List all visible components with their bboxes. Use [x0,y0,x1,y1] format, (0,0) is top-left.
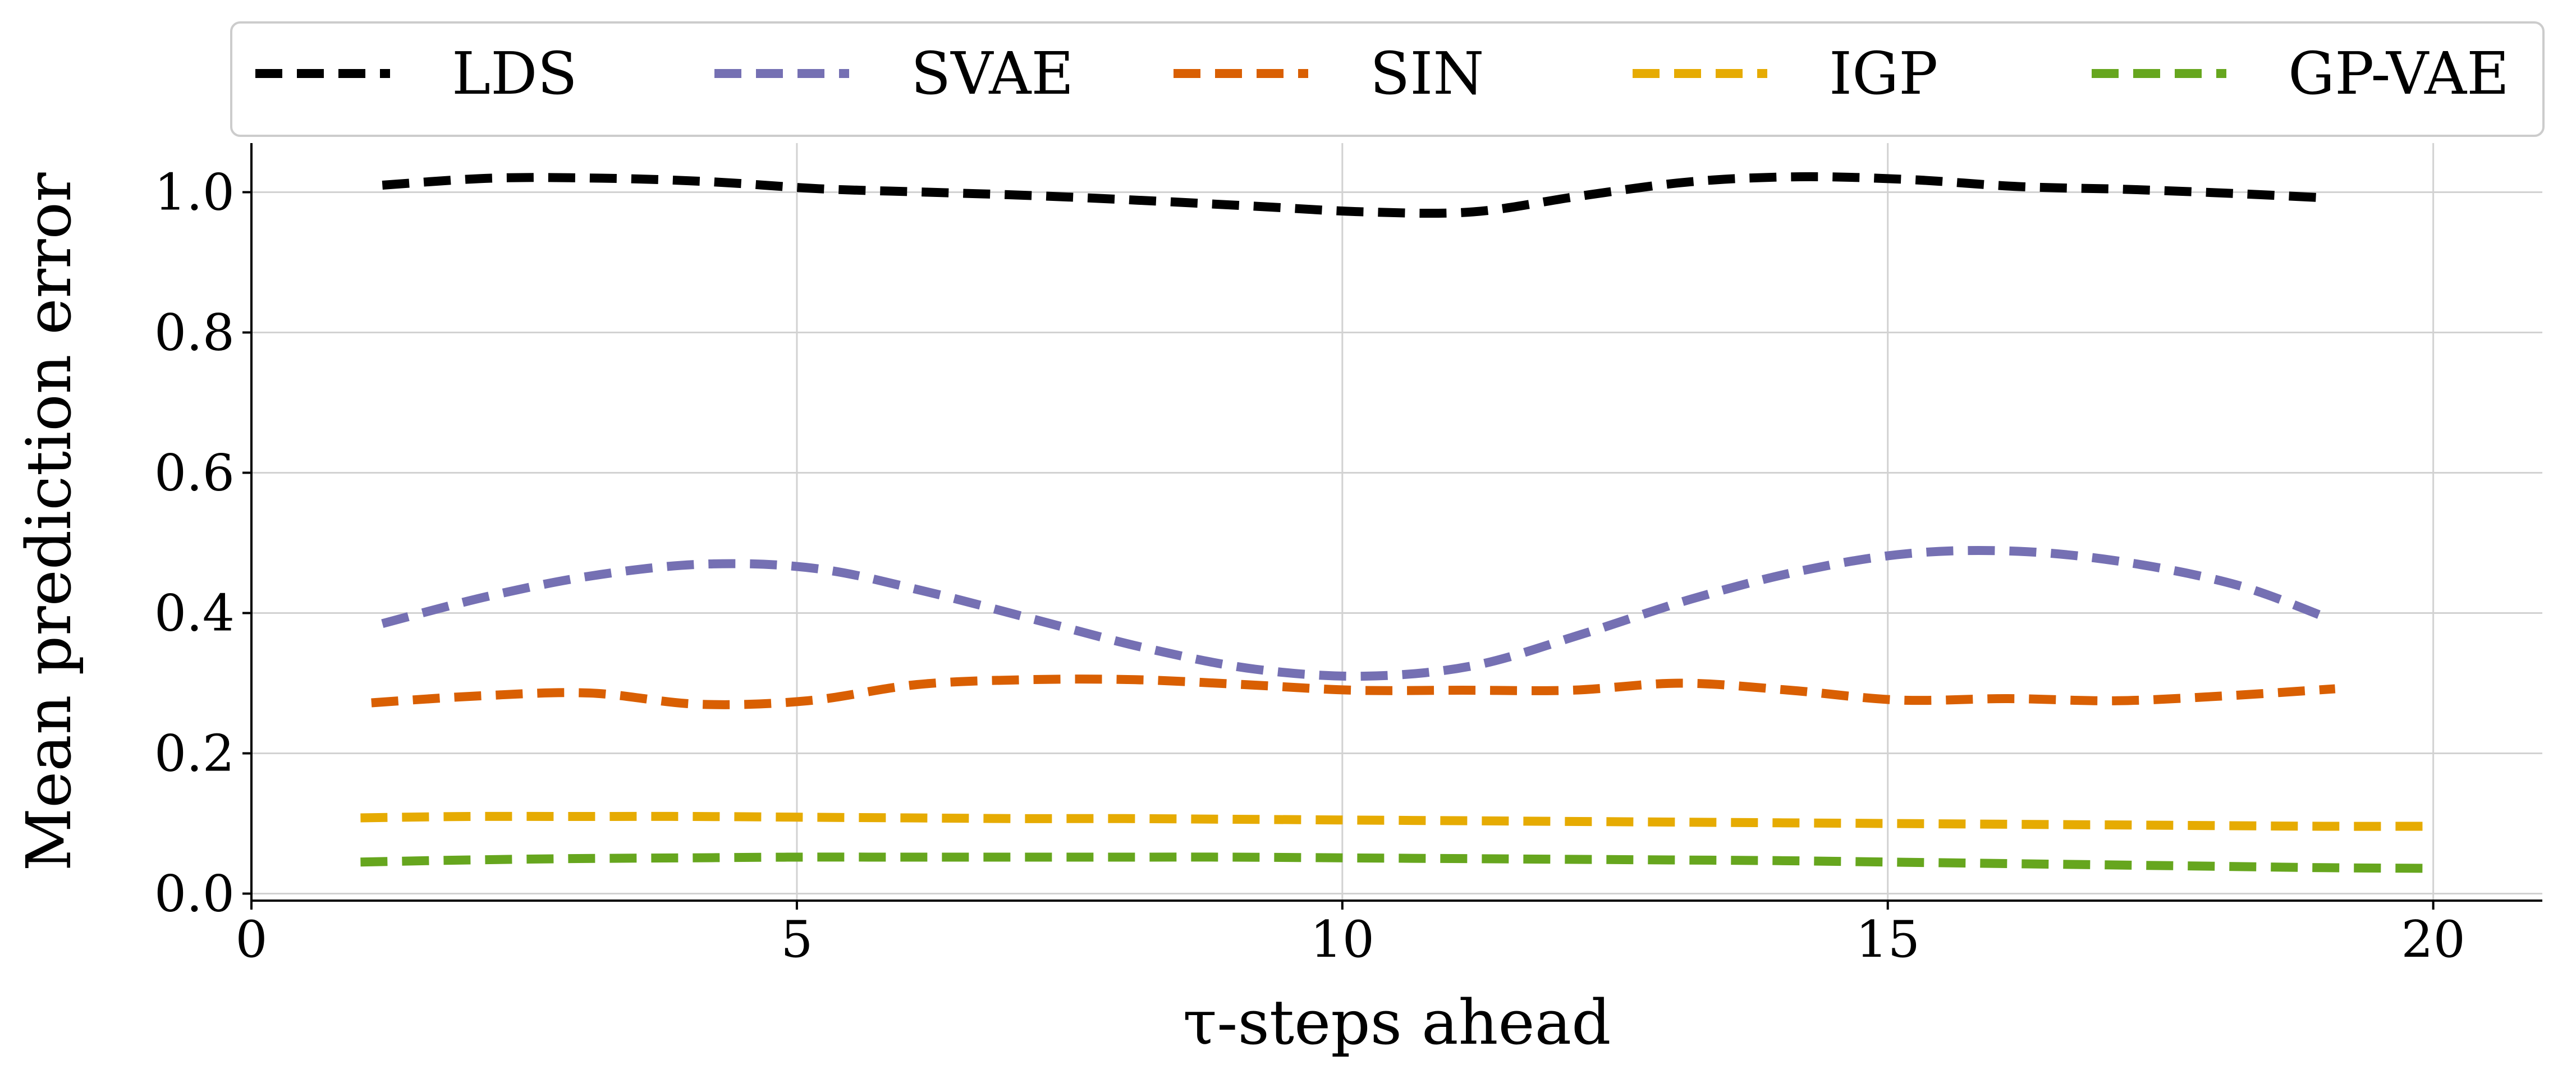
series-line-svae [381,545,2326,681]
legend-label-lds: LDS [452,39,577,108]
grid-lines [250,143,2542,901]
legend-item-igp: IGP [1633,39,1938,108]
legend-item-sin: SIN [1174,39,1484,108]
series-line-igp [360,811,2433,831]
x-tick-label: 20 [2401,910,2465,969]
series-lines [360,172,2433,873]
x-tick-label: 10 [1310,910,1375,969]
y-tick-label: 1.0 [154,163,235,222]
y-tick-label: 0.8 [154,304,235,362]
series-line-sin [371,674,2336,709]
legend-item-svae: SVAE [714,39,1074,108]
y-tick-label: 0.2 [154,724,235,783]
series-line-lds [382,172,2325,218]
x-tick-label: 5 [781,910,813,969]
legend: LDS SVAE SIN IGP GP-VAE [230,21,2545,137]
axes [250,143,2542,902]
legend-frame [230,21,2545,137]
legend-label-gp-vae: GP-VAE [2288,39,2509,108]
y-tick-label: 0.4 [154,584,235,643]
legend-label-sin: SIN [1370,39,1484,108]
legend-label-igp: IGP [1829,39,1938,108]
legend-item-gp-vae: GP-VAE [2092,39,2509,108]
x-tick-label: 15 [1855,910,1920,969]
x-tick-label: 0 [235,910,267,969]
series-line-gp-vae [360,852,2433,873]
legend-item-lds: LDS [255,39,577,108]
x-axis-title: τ-steps ahead [1182,986,1611,1058]
ticks: 0 5 10 15 20 0.0 0.2 0.4 0.6 0.8 1.0 [154,163,2465,970]
legend-label-svae: SVAE [911,39,1074,108]
y-tick-label: 0.0 [154,865,235,924]
y-tick-label: 0.6 [154,444,235,503]
y-axis-title: Mean prediction error [13,172,85,871]
